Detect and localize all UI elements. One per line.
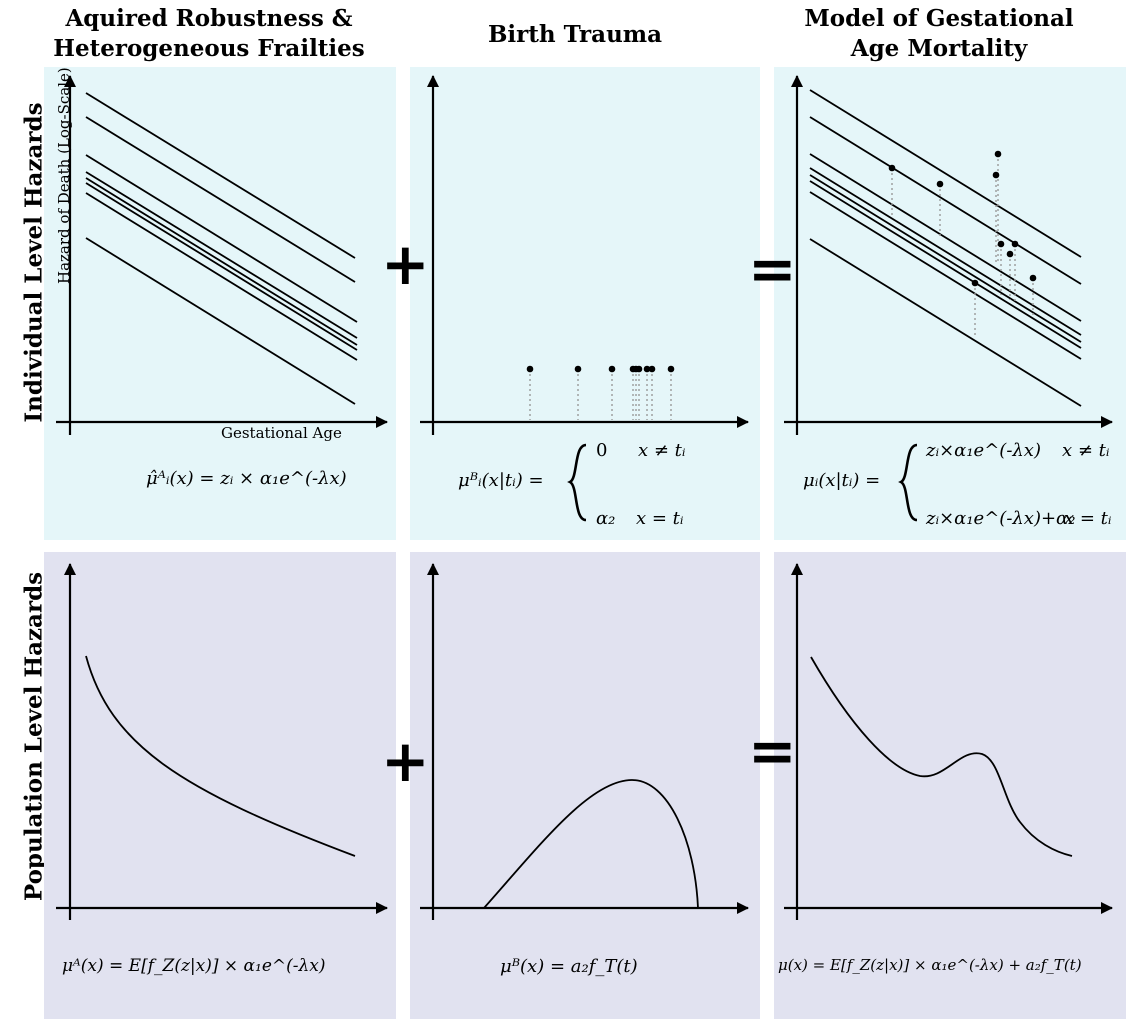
plus-operator-bottom: +: [381, 727, 430, 795]
birth-trauma-dotted-lines: [529, 369, 672, 420]
axes-panel-individual-birth-trauma: [420, 75, 749, 435]
individual-hazard-lines: [85, 92, 358, 405]
formula-population-model: μ(x) = E[f_Z(z|x)] × α₁e^(-λx) + a₂f_T(t…: [778, 956, 1082, 974]
formula-individual-frailties: μ̂ᴬᵢ(x) = zᵢ × α₁e^(-λx): [146, 468, 347, 489]
formula-model-lhs: μᵢ(x|tᵢ) =: [803, 470, 881, 491]
formula-birth-trauma-case1-condition: x ≠ tᵢ: [638, 440, 686, 461]
axes-panel-population-birth-trauma: [420, 563, 749, 920]
formula-birth-trauma-lhs: μᴮᵢ(x|tᵢ) =: [458, 470, 544, 491]
formula-birth-trauma-case1-value: 0: [596, 440, 608, 461]
birth-trauma-density-curve: [483, 779, 699, 909]
column-title-model: Model of Gestational Age Mortality: [804, 5, 1074, 62]
x-axis-label: Gestational Age: [221, 424, 342, 442]
panel-population-frailties: [44, 552, 396, 1019]
formula-model-case2-condition: x = tᵢ: [1064, 508, 1112, 529]
equals-operator-top: =: [748, 235, 797, 303]
formula-birth-trauma-case2-condition: x = tᵢ: [636, 508, 684, 529]
axes-panel-population-model: [784, 563, 1113, 920]
panel-individual-birth-trauma: [410, 67, 760, 540]
model-points: [888, 150, 1037, 287]
column-title-frailties: Aquired Robustness & Heterogeneous Frail…: [53, 5, 365, 62]
formula-model-case2-value: zᵢ×α₁e^(-λx)+α₂: [926, 508, 1076, 529]
axes-panel-population-frailties: [56, 563, 388, 920]
model-hazard-lines: [809, 89, 1082, 407]
formula-population-birth-trauma: μᴮ(x) = a₂f_T(t): [500, 956, 638, 977]
plus-operator-top: +: [381, 230, 430, 298]
brace-model: [898, 443, 918, 522]
panel-population-birth-trauma: [410, 552, 760, 1019]
birth-trauma-points: [526, 365, 675, 373]
brace-birth-trauma: [567, 443, 587, 522]
panel-individual-frailties: [44, 67, 396, 540]
equals-operator-bottom: =: [748, 717, 797, 785]
axes-panel-individual-frailties: [56, 75, 388, 435]
formula-model-case1-condition: x ≠ tᵢ: [1062, 440, 1110, 461]
population-model-curve: [810, 656, 1073, 857]
column-title-birth-trauma: Birth Trauma: [487, 21, 663, 48]
population-frailty-curve: [85, 655, 356, 857]
panel-population-model: [774, 552, 1126, 1019]
panel-individual-model: [774, 67, 1126, 540]
formula-birth-trauma-case2-value: α₂: [596, 508, 616, 529]
formula-population-frailties: μᴬ(x) = E[f_Z(z|x)] × α₁e^(-λx): [62, 956, 326, 976]
formula-model-case1-value: zᵢ×α₁e^(-λx): [926, 440, 1041, 461]
axes-panel-individual-model: [784, 75, 1113, 435]
